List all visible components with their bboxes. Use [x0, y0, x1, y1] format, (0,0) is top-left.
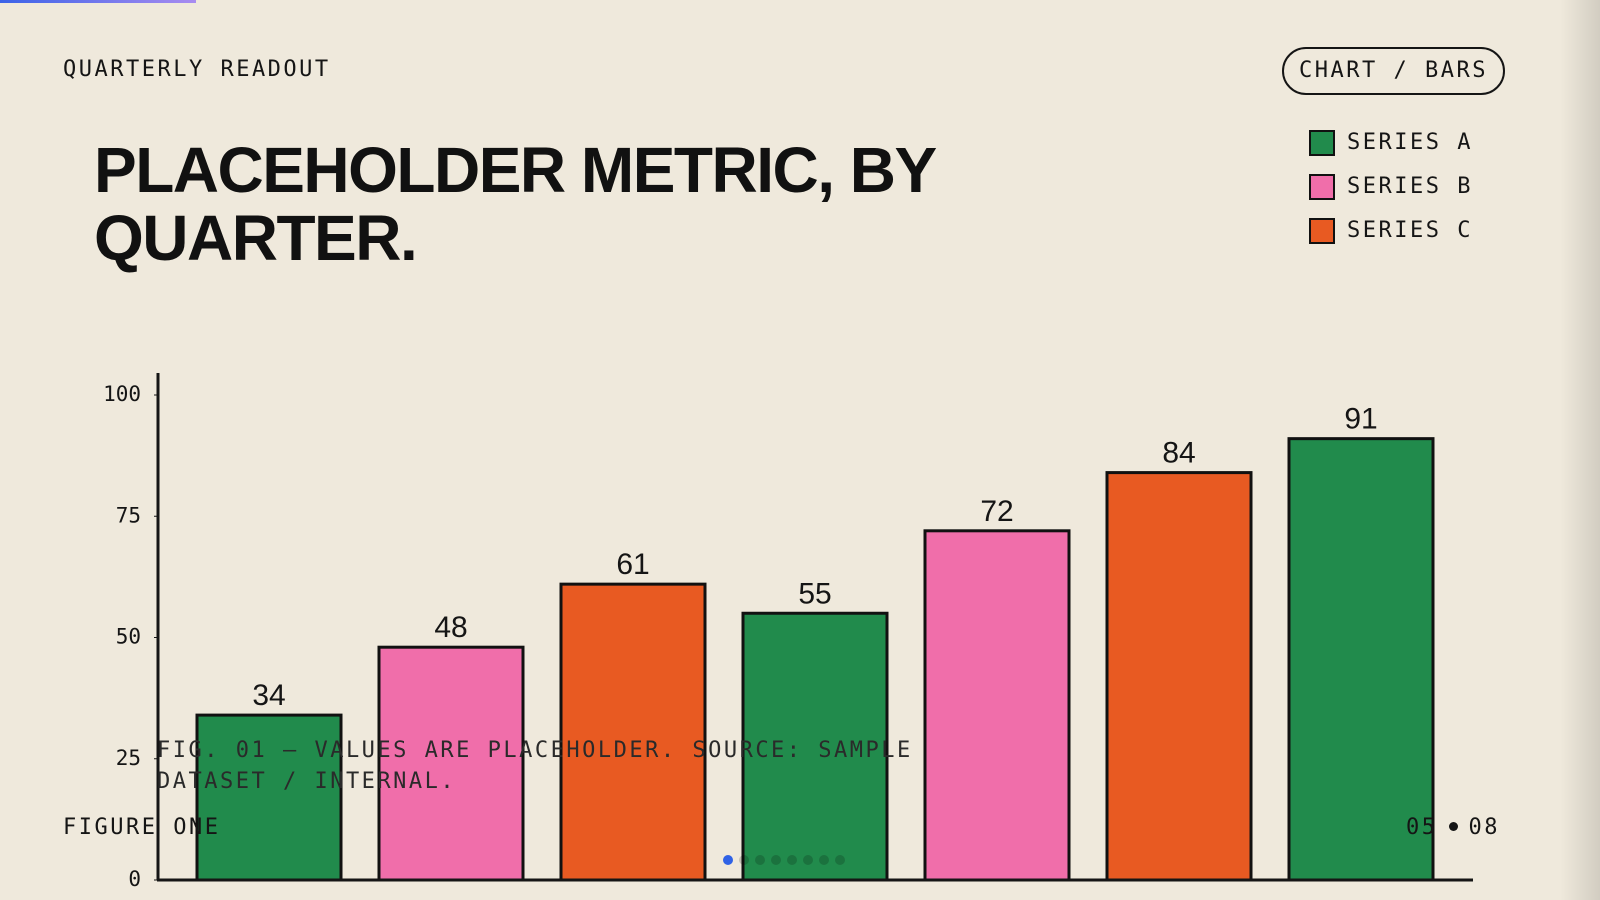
value-label: 91 — [1344, 403, 1377, 436]
legend-swatch — [1309, 174, 1335, 200]
y-tick-label: 25 — [116, 746, 141, 770]
y-tick-label: 50 — [116, 625, 141, 649]
progress-bar — [0, 0, 196, 3]
page-current: 05 — [1406, 815, 1438, 840]
bar — [559, 582, 707, 882]
dot[interactable] — [755, 855, 765, 865]
dot[interactable] — [739, 855, 749, 865]
eyebrow: QUARTERLY READOUT — [63, 57, 331, 82]
dot[interactable] — [835, 855, 845, 865]
bar — [1105, 471, 1253, 882]
value-label: 61 — [616, 548, 649, 581]
y-tick-label: 75 — [116, 503, 141, 527]
page-counter: 05 08 — [1406, 815, 1500, 840]
tag-pill: CHART / BARS — [1282, 47, 1505, 95]
bar — [1287, 437, 1435, 882]
legend-swatch — [1309, 218, 1335, 244]
bar — [741, 611, 889, 882]
bar — [195, 713, 343, 882]
legend-swatch — [1309, 130, 1335, 156]
value-label: 84 — [1162, 437, 1195, 470]
bar — [923, 529, 1071, 882]
legend-label: SERIES C — [1347, 218, 1473, 243]
value-label: 34 — [252, 679, 285, 712]
edge-shadow — [1560, 0, 1600, 900]
dot[interactable] — [787, 855, 797, 865]
pagination-dots — [723, 855, 845, 865]
dot-active[interactable] — [723, 855, 733, 865]
page-total: 08 — [1468, 815, 1500, 840]
value-label: 72 — [980, 495, 1013, 528]
y-tick-label: 0 — [128, 867, 141, 891]
dot[interactable] — [771, 855, 781, 865]
dot[interactable] — [803, 855, 813, 865]
y-tick-label: 100 — [103, 382, 141, 406]
footer-label: FIGURE ONE — [63, 815, 221, 840]
caption: FIG. 01 — VALUES ARE PLACEHOLDER. SOURCE… — [157, 738, 913, 794]
separator-dot — [1448, 821, 1458, 831]
legend-label: SERIES A — [1347, 130, 1473, 155]
dot[interactable] — [819, 855, 829, 865]
value-label: 55 — [798, 577, 831, 610]
bar — [377, 645, 525, 882]
legend-label: SERIES B — [1347, 174, 1473, 199]
value-label: 48 — [434, 611, 467, 644]
chart-title: PLACEHOLDER METRIC, BY QUARTER. — [94, 134, 936, 274]
